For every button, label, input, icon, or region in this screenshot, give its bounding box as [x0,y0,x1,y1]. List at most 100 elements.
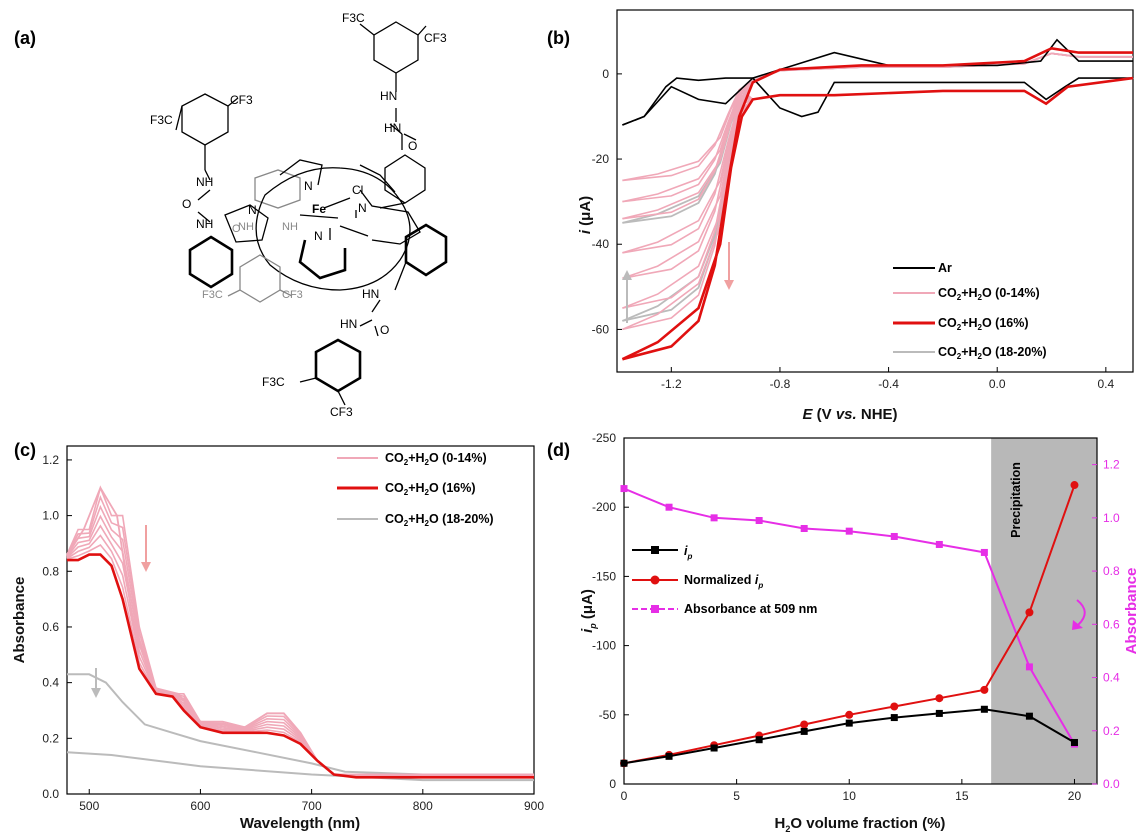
molecule-atom-label: HN [384,121,401,135]
legend-d-normalized: Normalized ip [684,573,763,590]
x-tick-label: -0.4 [878,377,899,391]
y2-tick-label: 0.6 [1103,617,1120,631]
panel-b-xlabel: E (V vs. NHE) [802,406,897,423]
right-upper-phenyl [384,154,426,204]
panel-d-label: (d) [547,440,570,460]
y-tick-label: 0.2 [42,731,59,745]
molecule-atom-label: CF3 [230,93,253,107]
panel-d-current-vs-water: Precipitation 0 5 10 15 20 0 -50 -100 -150 -200 -2… [579,431,1140,834]
y-tick-label: -200 [592,500,616,514]
molecule-atom-label: F3C [202,289,223,301]
panel-b-arrows [622,242,734,323]
spectrum-gray [67,673,534,776]
molecule-atom-label: CF3 [330,405,353,419]
molecule-atom-label: NH [196,217,213,231]
panel-c-ticks: 500 600 700 800 900 0.0 0.2 0.4 0.6 0.8 1.0 1.2 [42,453,544,813]
molecule-atom-label: O [380,323,389,337]
panel-b-cyclic-voltammogram: -1.2 -0.8 -0.4 0.0 0.4 0 -20 -40 -60 i (μA) E (V… [577,9,1134,423]
panel-d-y2label: Absorbance [1123,568,1140,655]
panel-d-frame [623,437,1098,785]
normalized-ip-point [1070,481,1079,490]
molecule-atom-label: NH [282,221,298,233]
absorbance-point [980,548,988,556]
normalized-ip-point [935,694,944,703]
x-tick-label: 0 [621,789,628,803]
x-tick-label: 900 [524,799,544,813]
ip-point [890,714,898,722]
molecule-atom-label: CF3 [424,31,447,45]
molecule-atom-label: N [304,179,313,193]
pyrrole-bottom [298,239,347,280]
ip-point [620,759,628,767]
legend-b-co2-0-14: CO2+H2O (0-14%) [938,286,1040,302]
absorbance-point [665,503,673,511]
y2-tick-label: 1.2 [1103,458,1120,472]
cv-16-forward [621,76,1134,361]
left-lower-phenyl [188,235,234,289]
panel-c-curves [66,485,534,782]
precipitation-region [991,438,1097,784]
pyrrole-right [359,189,421,245]
absorbance-point [620,485,628,493]
y-tick-label: 1.0 [42,509,59,523]
y2-tick-label: 1.0 [1103,511,1120,525]
x-tick-label: 800 [413,799,433,813]
x-tick-label: 10 [843,789,857,803]
panel-c-ylabel: Absorbance [11,577,28,664]
molecule-atom-label: N [248,203,257,217]
panel-c-absorbance-spectra: 500 600 700 800 900 0.0 0.2 0.4 0.6 0.8 1.0 1.2 Abs… [11,445,544,832]
normalized-ip-point [845,710,854,719]
panel-d-xlabel: H2O volume fraction (%) [775,815,946,834]
ip-point [665,752,673,760]
normalized-ip-point [800,720,809,729]
x-tick-label: 15 [955,789,969,803]
absorbance-axis-arrow [1076,599,1086,626]
x-tick-label: 700 [302,799,322,813]
absorbance-point [1025,663,1033,671]
x-tick-label: 5 [733,789,740,803]
ip-point [755,736,763,744]
absorbance-point [755,517,763,525]
molecule-atom-label: HN [362,287,379,301]
spectrum-16 [67,553,534,779]
panel-d-ylabel: ip (μA) [579,589,598,633]
legend-b-ar: Ar [938,261,952,275]
x-tick-label: 0.0 [989,377,1006,391]
molecule-atom-label: NH [196,175,213,189]
normalized-ip-point [1025,608,1034,617]
panel-d-curves [620,481,1079,768]
x-tick-label: 20 [1068,789,1082,803]
x-tick-label: -1.2 [661,377,682,391]
normalized-ip-point [980,685,989,694]
ip-point [845,719,853,727]
top-aryl-ring [373,21,419,74]
y-tick-label: 0.4 [42,676,59,690]
y-tick-label: 0.0 [42,787,59,801]
panel-b-ticks: -1.2 -0.8 -0.4 0.0 0.4 0 -20 -40 -60 [592,67,1115,391]
panel-d-ticks: 0 5 10 15 20 0 -50 -100 -150 -200 -250 0.0 0.2 0.4 0.6… [592,431,1120,803]
back-phenyl [254,169,301,209]
panel-b-curves [621,38,1134,361]
ip-point [800,727,808,735]
absorbance-point [800,524,808,532]
legend-b-co2-16: CO2+H2O (16%) [938,316,1029,332]
y-tick-label: 0 [602,67,609,81]
y-tick-label: -20 [592,152,610,166]
cv-ar-reverse [622,38,1133,126]
pyrrole-left [224,204,269,243]
y-tick-label: -40 [592,237,610,251]
cv-16-reverse [622,46,1133,361]
molecule-atom-label: N [314,229,323,243]
molecule-atom-label: O [182,197,191,211]
normalized-ip-point [890,702,899,711]
right-lower-phenyl [404,223,448,277]
ip-point [935,709,943,717]
panel-c-xlabel: Wavelength (nm) [240,815,360,832]
y-tick-label: 1.2 [42,453,59,467]
molecule-atom-label: Cl [352,183,363,197]
y2-tick-label: 0.0 [1103,777,1120,791]
porphyrin-macrocycle [255,167,411,291]
molecule-atom-label: HN [340,317,357,331]
ip-point [980,705,988,713]
